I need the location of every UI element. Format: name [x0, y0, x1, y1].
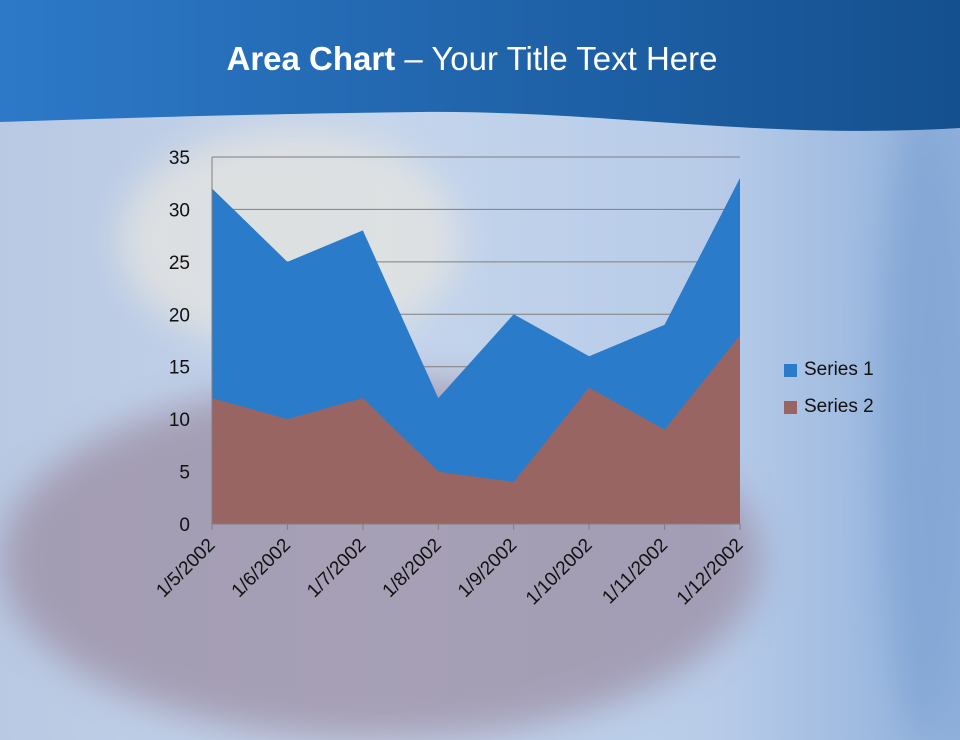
y-tick-label: 0 — [179, 515, 190, 536]
title-bold: Area Chart — [226, 40, 396, 77]
y-tick-label: 15 — [169, 358, 190, 379]
legend-swatch — [784, 400, 797, 414]
x-tick-label: 1/6/2002 — [228, 535, 295, 602]
legend-label: Series 1 — [804, 359, 874, 380]
y-tick-label: 5 — [179, 463, 190, 484]
x-tick-label: 1/7/2002 — [303, 535, 370, 602]
y-tick-label: 25 — [169, 253, 190, 274]
x-tick-label: 1/11/2002 — [598, 535, 672, 609]
legend-swatch — [784, 363, 797, 377]
y-tick-label: 30 — [169, 200, 190, 221]
x-tick-label: 1/8/2002 — [379, 535, 446, 602]
legend-item: Series 2 — [784, 396, 874, 418]
area-series-2 — [212, 335, 740, 524]
y-tick-label: 35 — [169, 148, 190, 169]
x-tick-label: 1/9/2002 — [454, 535, 521, 602]
title-rest: – Your Title Text Here — [395, 40, 718, 77]
x-tick-label: 1/5/2002 — [152, 535, 219, 602]
y-tick-label: 10 — [169, 410, 190, 431]
legend-item: Series 1 — [784, 359, 874, 381]
x-tick-label: 1/10/2002 — [522, 535, 597, 610]
legend-label: Series 2 — [804, 396, 874, 417]
x-tick-label: 1/12/2002 — [673, 535, 748, 610]
slide-title: Area Chart – Your Title Text Here — [0, 40, 944, 78]
background-photo-door — [880, 100, 960, 740]
y-tick-label: 20 — [169, 305, 190, 326]
header-wave — [0, 0, 960, 131]
